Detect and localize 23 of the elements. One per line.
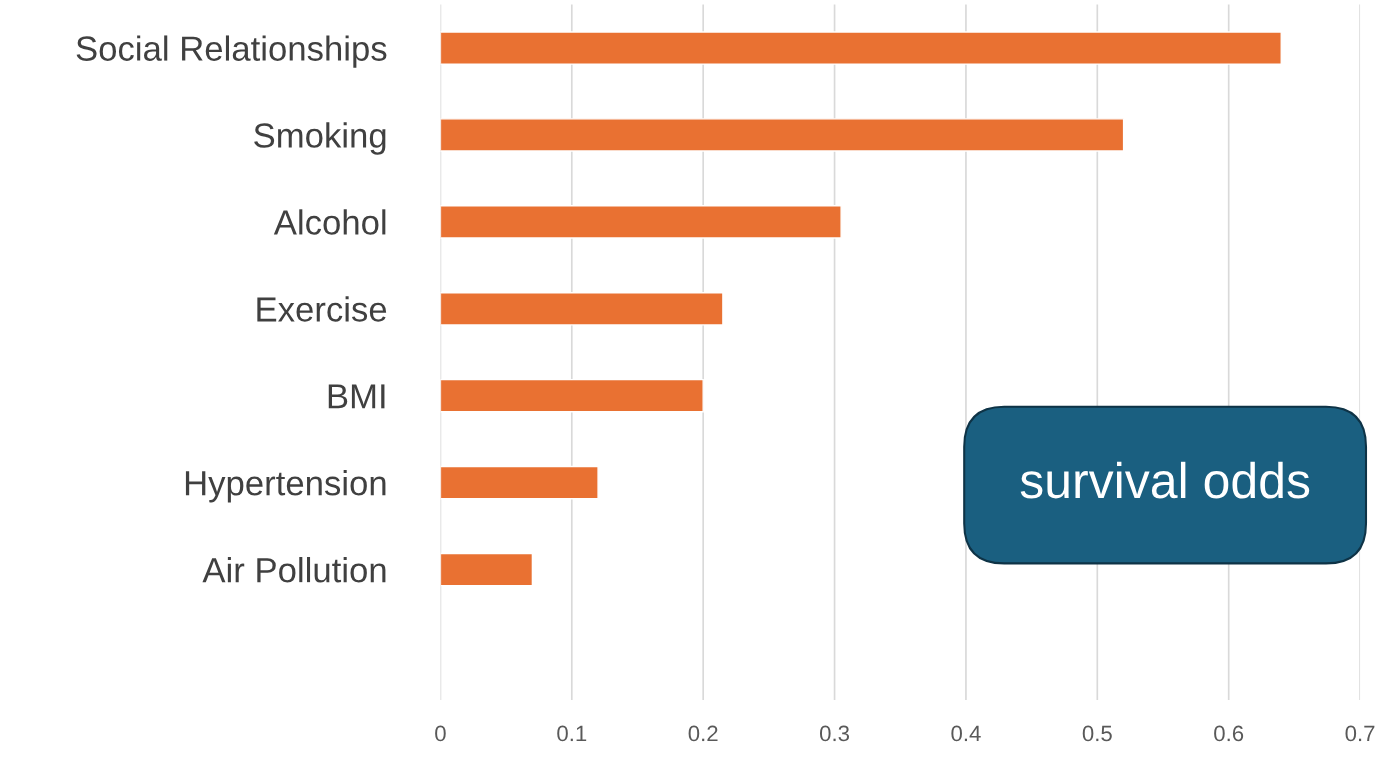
bar xyxy=(440,292,724,326)
y-tick-label: Hypertension xyxy=(185,470,386,503)
y-tick-label: Air Pollution xyxy=(202,556,386,583)
y-tick-label: Smoking xyxy=(254,122,386,155)
x-tick-label: 0.2 xyxy=(688,725,718,742)
y-tick-label: Alcohol xyxy=(273,209,386,235)
x-tick-label: 0.5 xyxy=(1082,725,1112,742)
bar xyxy=(440,31,1282,65)
annotation: survival odds xyxy=(1020,461,1310,499)
x-tick-label: 0.3 xyxy=(819,725,850,742)
y-tick-label: BMI xyxy=(328,384,385,409)
y-tick-label: Social Relationships xyxy=(76,35,387,68)
bar xyxy=(440,378,704,413)
x-tick-label: 0 xyxy=(435,725,446,742)
x-tick-label: 0.1 xyxy=(557,725,587,742)
bar xyxy=(440,465,599,500)
x-tick-label: 0.4 xyxy=(951,725,981,742)
x-tick-label: 0.6 xyxy=(1214,725,1244,742)
bar xyxy=(440,118,1125,152)
bar xyxy=(440,552,534,587)
y-tick-label: Exercise xyxy=(257,296,387,322)
x-tick-label: 0.7 xyxy=(1345,725,1375,742)
bar xyxy=(440,205,842,239)
